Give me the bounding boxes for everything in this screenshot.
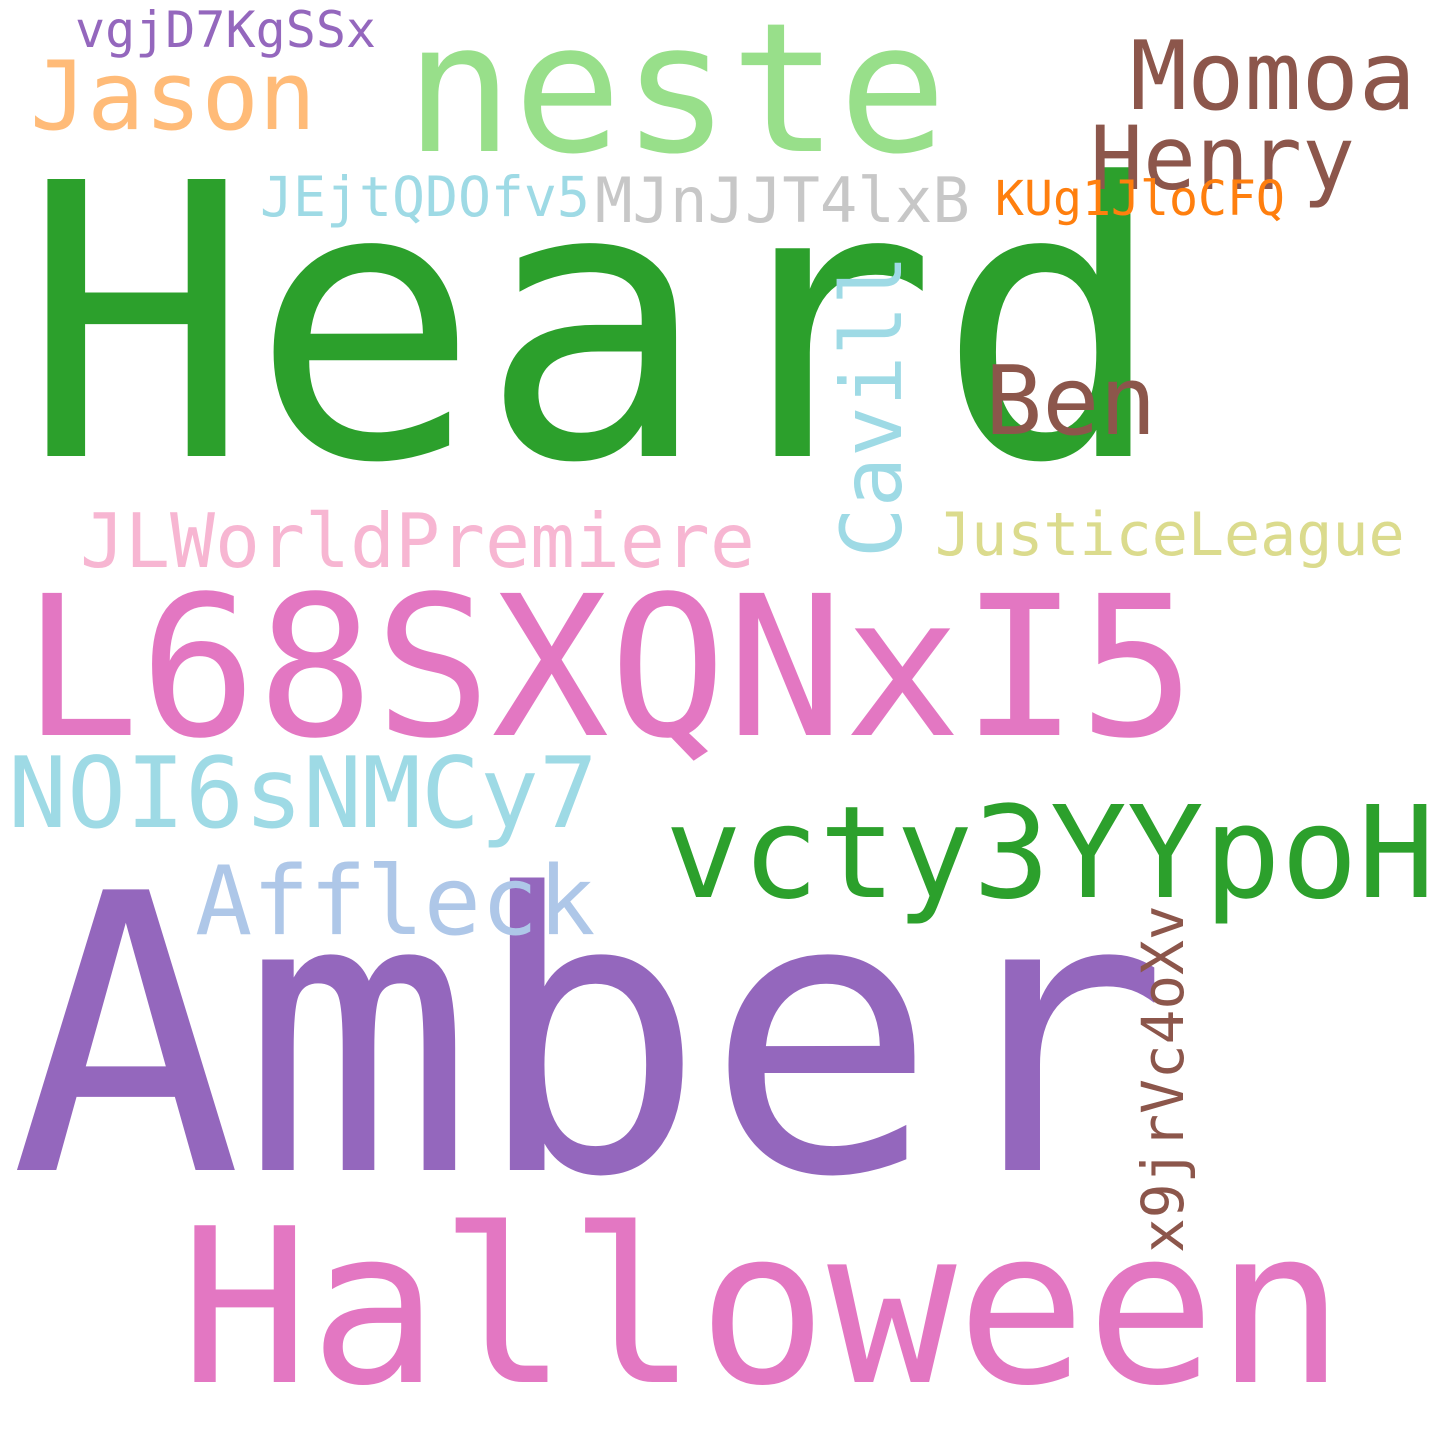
word-jason: Jason — [30, 42, 316, 152]
word-jejtqdofv5: JEjtQDOfv5 — [260, 165, 590, 229]
word-x9jrvc4oxv: x9jrVc4oXv — [1129, 905, 1197, 1253]
word-cavill: Cavill — [823, 255, 921, 559]
word-l68sxqnxi5: L68SXQNxI5 — [22, 554, 1196, 781]
word-henry: Henry — [1090, 107, 1355, 210]
word-neste: neste — [405, 0, 947, 194]
word-vgjd7kgssx: vgjD7KgSSx — [75, 1, 377, 59]
word-amber: Amber — [10, 813, 1169, 1261]
word-halloween: Halloween — [180, 1182, 1345, 1433]
word-mjnjjt4lxb: MJnJJT4lxB — [595, 164, 970, 237]
word-jlworldpremiere: JLWorldPremiere — [80, 498, 755, 585]
word-justiceleague: JusticeLeague — [935, 500, 1405, 570]
word-ben: Ben — [985, 347, 1157, 457]
word-vcty3yypoh: vcty3YYpoH — [665, 779, 1435, 928]
word-heard: Heard — [22, 103, 1166, 546]
word-affleck: Affleck — [195, 847, 596, 957]
word-kug1jlocfq: KUg1JloCFQ — [995, 171, 1285, 227]
word-momoa: Momoa — [1130, 22, 1416, 132]
word-noi6snmcy7: NOI6sNMCy7 — [8, 737, 598, 851]
